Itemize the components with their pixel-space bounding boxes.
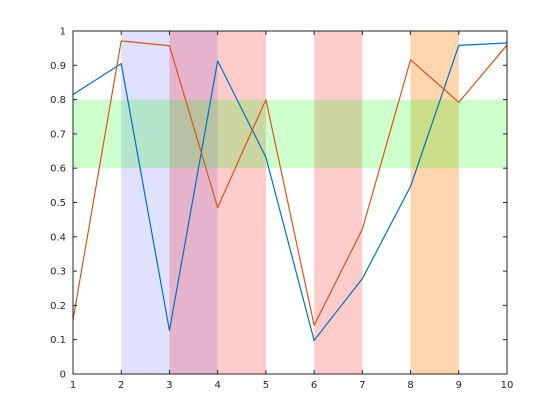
- y-tick-label: 0.1: [50, 335, 66, 346]
- x-tick-label: 5: [263, 380, 269, 391]
- vertical-band-2: [169, 31, 266, 374]
- vertical-band-3: [314, 31, 363, 374]
- x-tick-label: 10: [501, 380, 514, 391]
- x-tick-label: 3: [166, 380, 172, 391]
- x-tick-label: 7: [359, 380, 365, 391]
- y-tick-label: 0.5: [50, 198, 66, 209]
- x-tick-label: 8: [407, 380, 413, 391]
- x-tick-label: 2: [118, 380, 124, 391]
- highlight-bands: [73, 31, 507, 374]
- y-tick-label: 0: [60, 370, 66, 381]
- y-tick-label: 0.7: [50, 129, 66, 140]
- y-tick-label: 0.3: [50, 267, 66, 278]
- y-tick-label: 0.2: [50, 301, 66, 312]
- y-tick-label: 0.4: [50, 232, 66, 243]
- y-tick-label: 0.6: [50, 164, 66, 175]
- x-tick-label: 1: [70, 380, 76, 391]
- y-tick-label: 0.8: [50, 95, 66, 106]
- y-tick-label: 0.9: [50, 61, 66, 72]
- series-lines: [72, 40, 508, 341]
- x-tick-label: 4: [214, 380, 220, 391]
- y-tick-label: 1: [60, 27, 66, 38]
- axis-ticks: 1 2 3 4 5 6 7 8 9 10 0 0.1 0.2 0.3 0.4 0.5 0.6 0.7 0.8 0.9 1: [50, 27, 513, 392]
- x-tick-label: 9: [456, 380, 462, 391]
- series-line-2: [72, 40, 508, 326]
- x-tick-label: 6: [311, 380, 317, 391]
- horizontal-band-1: [73, 99, 507, 169]
- vertical-band-1: [121, 31, 218, 374]
- vertical-band-4: [410, 31, 459, 374]
- series-line-1: [72, 42, 508, 341]
